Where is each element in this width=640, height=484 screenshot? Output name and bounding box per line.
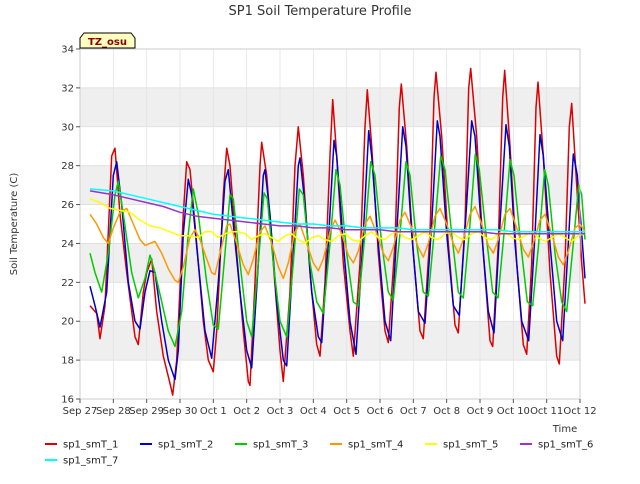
x-tick-label: Oct 3 xyxy=(267,406,294,417)
y-tick-label: 32 xyxy=(61,83,74,94)
series-layer xyxy=(89,67,586,396)
y-tick-label: 16 xyxy=(61,395,74,406)
legend-entry-sp1_smT_1: sp1_smT_1 xyxy=(45,440,118,451)
y-tick-label: 28 xyxy=(61,161,74,172)
series-line-sp1_smT_2 xyxy=(89,120,586,381)
legend-entry-sp1_smT_5: sp1_smT_5 xyxy=(425,440,498,451)
x-tick-label: Sep 30 xyxy=(163,406,198,417)
series-line-sp1_smT_4 xyxy=(89,205,586,284)
y-tick-label: 24 xyxy=(61,239,74,250)
x-tick-label: Oct 11 xyxy=(530,406,563,417)
legend-entry-sp1_smT_7: sp1_smT_7 xyxy=(45,456,118,467)
x-tick-label: Sep 27 xyxy=(63,406,98,417)
y-tick-label: 26 xyxy=(61,200,74,211)
series-line-sp1_smT_3 xyxy=(89,153,586,348)
x-tick-label: Oct 5 xyxy=(333,406,360,417)
x-tick-label: Sep 28 xyxy=(96,406,131,417)
station-badge-label: TZ_osu xyxy=(88,37,127,48)
y-tick-label: 34 xyxy=(61,45,74,56)
station-badge: TZ_osu xyxy=(79,32,136,49)
legend-entry-sp1_smT_2: sp1_smT_2 xyxy=(140,440,213,451)
legend-label: sp1_smT_6 xyxy=(538,440,593,451)
series-line-sp1_smT_5 xyxy=(89,198,586,245)
plot-frame xyxy=(79,48,581,400)
x-tick-label: Oct 8 xyxy=(433,406,460,417)
x-tick-label: Oct 10 xyxy=(497,406,530,417)
x-tick-label: Oct 12 xyxy=(563,406,596,417)
x-tick-label: Sep 29 xyxy=(129,406,164,417)
y-tick-label: 22 xyxy=(61,278,74,289)
x-tick-label: Oct 9 xyxy=(467,406,494,417)
chart-title: SP1 Soil Temperature Profile xyxy=(229,4,412,19)
x-tick-label: Oct 7 xyxy=(400,406,427,417)
legend-label: sp1_smT_7 xyxy=(63,456,118,467)
grid-band xyxy=(80,321,580,361)
y-axis-label: Soil Temperature (C) xyxy=(9,173,20,276)
x-tick-label: Oct 4 xyxy=(300,406,327,417)
y-tick-label: 20 xyxy=(61,317,74,328)
y-tick-label: 18 xyxy=(61,356,74,367)
legend: sp1_smT_1 sp1_smT_2 sp1_smT_3 sp1_smT_4 sp1_… xyxy=(45,440,593,467)
legend-entry-sp1_smT_4: sp1_smT_4 xyxy=(330,440,403,451)
legend-label: sp1_smT_2 xyxy=(158,440,213,451)
legend-entry-sp1_smT_3: sp1_smT_3 xyxy=(235,440,308,451)
legend-label: sp1_smT_1 xyxy=(63,440,118,451)
legend-entry-sp1_smT_6: sp1_smT_6 xyxy=(520,440,593,451)
x-tick-label: Oct 1 xyxy=(200,406,227,417)
grid-band xyxy=(80,87,580,127)
legend-label: sp1_smT_3 xyxy=(253,440,308,451)
y-tick-label: 30 xyxy=(61,122,74,133)
legend-label: sp1_smT_4 xyxy=(348,440,403,451)
series-line-sp1_smT_6 xyxy=(89,190,585,235)
legend-label: sp1_smT_5 xyxy=(443,440,498,451)
series-line-sp1_smT_7 xyxy=(89,188,585,233)
x-tick-label: Oct 6 xyxy=(367,406,394,417)
x-tick-label: Oct 2 xyxy=(233,406,260,417)
x-axis-label: Time xyxy=(552,424,577,435)
